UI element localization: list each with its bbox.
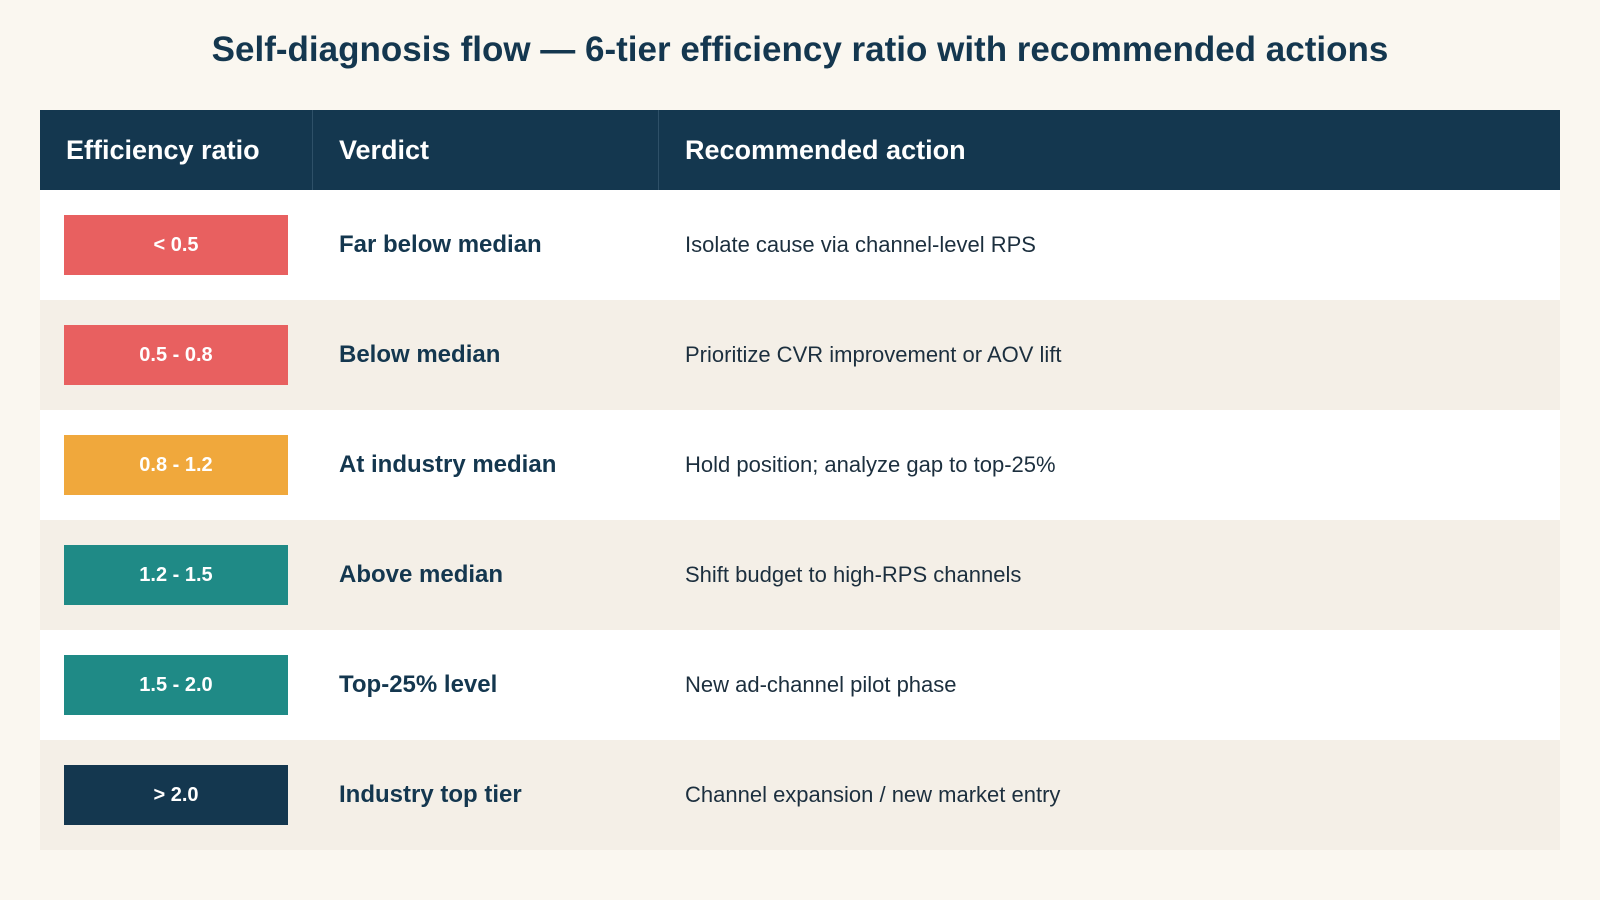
- ratio-badge: 0.8 - 1.2: [64, 435, 288, 495]
- action-text: Isolate cause via channel-level RPS: [685, 232, 1036, 257]
- action-cell: Hold position; analyze gap to top-25%: [659, 410, 1560, 520]
- verdict-text: Far below median: [339, 231, 542, 258]
- table-row: > 2.0 Industry top tier Channel expansion …: [40, 740, 1560, 850]
- action-text: New ad-channel pilot phase: [685, 672, 957, 697]
- verdict-text: Above median: [339, 561, 504, 588]
- action-text: Channel expansion / new market entry: [685, 782, 1061, 807]
- table-row: < 0.5 Far below median Isolate cause via c…: [40, 190, 1560, 300]
- column-header: Recommended action: [685, 134, 966, 165]
- verdict-text: At industry median: [339, 451, 557, 478]
- table-row: 1.5 - 2.0 Top-25% level New ad-channel pil…: [40, 630, 1560, 740]
- action-text: Hold position; analyze gap to top-25%: [685, 452, 1056, 477]
- action-cell: Shift budget to high-RPS channels: [659, 520, 1560, 630]
- verdict-cell: Below median: [313, 300, 659, 410]
- table-header: Efficiency ratio Verdict Recommended act…: [40, 110, 1560, 190]
- verdict-cell: Far below median: [313, 190, 659, 300]
- verdict-text: Top-25% level: [339, 671, 498, 698]
- ratio-cell: 0.5 - 0.8: [40, 300, 313, 410]
- action-cell: Prioritize CVR improvement or AOV lift: [659, 300, 1560, 410]
- action-text: Shift budget to high-RPS channels: [685, 562, 1022, 587]
- ratio-cell: 1.2 - 1.5: [40, 520, 313, 630]
- ratio-badge: > 2.0: [64, 765, 288, 825]
- action-text: Prioritize CVR improvement or AOV lift: [685, 342, 1062, 367]
- verdict-text: Industry top tier: [339, 781, 522, 808]
- ratio-badge: 0.5 - 0.8: [64, 325, 288, 385]
- table-row: 1.2 - 1.5 Above median Shift budget to hig…: [40, 520, 1560, 630]
- action-cell: Isolate cause via channel-level RPS: [659, 190, 1560, 300]
- ratio-badge: < 0.5: [64, 215, 288, 275]
- page-title: Self-diagnosis flow — 6-tier efficiency …: [211, 30, 1389, 69]
- column-header: Verdict: [313, 110, 659, 190]
- column-header: Efficiency ratio: [40, 110, 313, 190]
- action-cell: New ad-channel pilot phase: [659, 630, 1560, 740]
- table-row: 0.8 - 1.2 At industry median Hold position…: [40, 410, 1560, 520]
- ratio-cell: 0.8 - 1.2: [40, 410, 313, 520]
- ratio-cell: 1.5 - 2.0: [40, 630, 313, 740]
- verdict-cell: At industry median: [313, 410, 659, 520]
- verdict-cell: Above median: [313, 520, 659, 630]
- ratio-badge: 1.5 - 2.0: [64, 655, 288, 715]
- ratio-cell: > 2.0: [40, 740, 313, 850]
- verdict-text: Below median: [339, 341, 501, 368]
- table-row: 0.5 - 0.8 Below median Prioritize CVR impr…: [40, 300, 1560, 410]
- ratio-cell: < 0.5: [40, 190, 313, 300]
- diagnosis-table: Efficiency ratio Verdict Recommended act…: [40, 110, 1560, 850]
- ratio-badge: 1.2 - 1.5: [64, 545, 288, 605]
- action-cell: Channel expansion / new market entry: [659, 740, 1560, 850]
- verdict-cell: Industry top tier: [313, 740, 659, 850]
- verdict-cell: Top-25% level: [313, 630, 659, 740]
